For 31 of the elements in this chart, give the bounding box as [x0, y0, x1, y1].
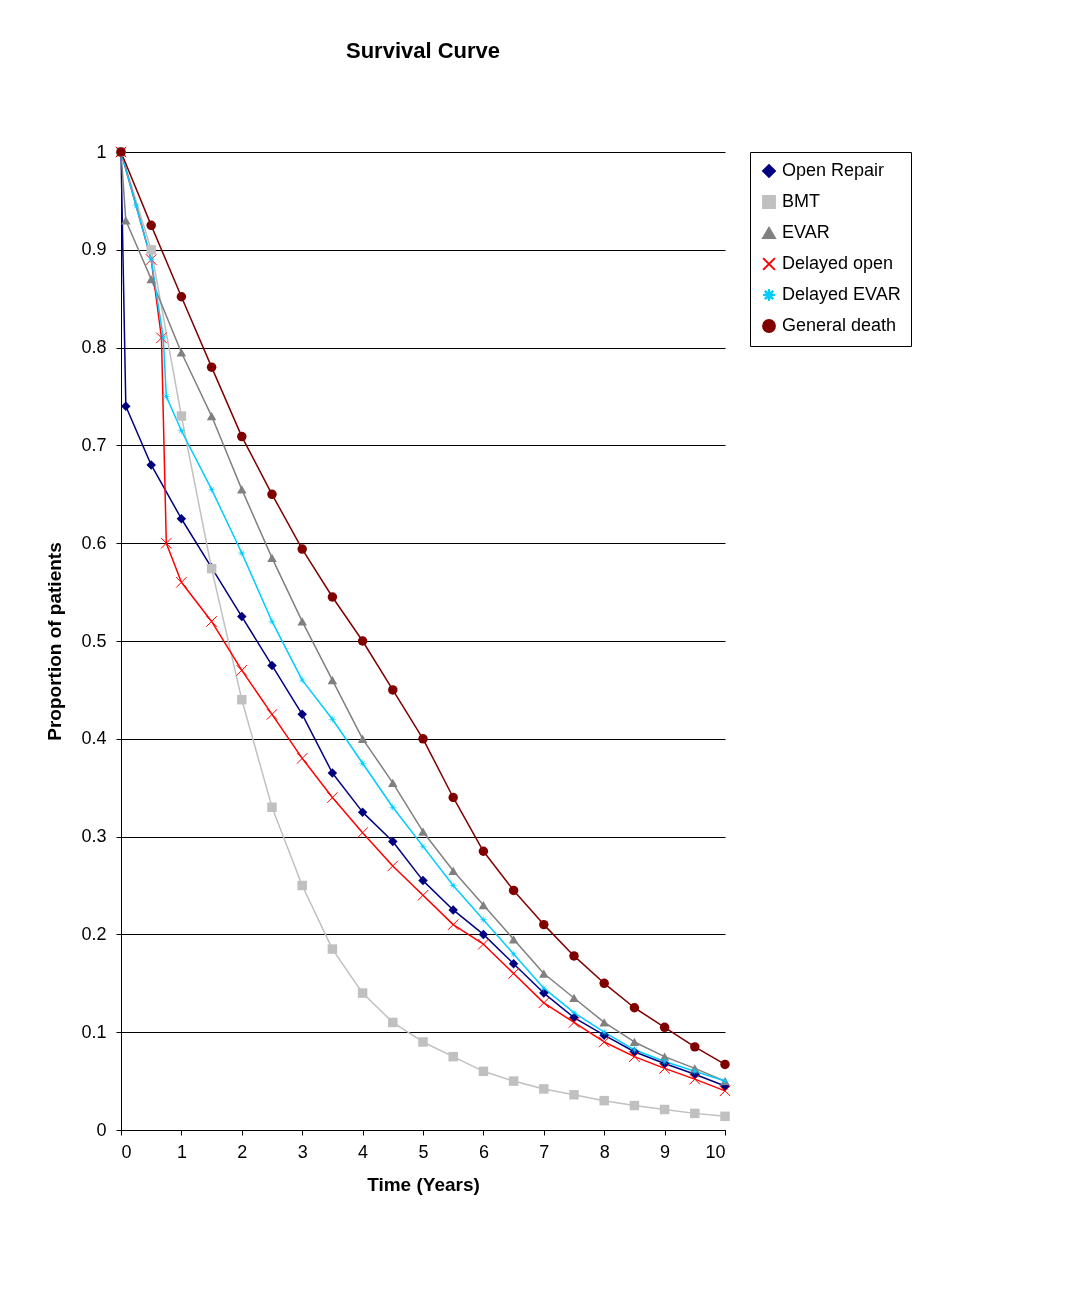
- chart-title: Survival Curve: [345, 38, 501, 63]
- y-tick-label: 1: [96, 141, 107, 162]
- legend-label: Open Repair: [782, 160, 885, 180]
- legend-label: Delayed EVAR: [782, 284, 901, 304]
- x-tick-label: 10: [705, 1141, 726, 1162]
- legend-label: BMT: [782, 191, 820, 211]
- x-tick-label: 7: [539, 1141, 550, 1162]
- y-tick-label: 0.3: [81, 826, 107, 847]
- x-tick-label: 2: [237, 1141, 248, 1162]
- y-tick-label: 0: [96, 1119, 107, 1140]
- y-tick-label: 0.1: [81, 1021, 107, 1042]
- legend-label: Delayed open: [782, 253, 894, 273]
- y-tick-label: 0.2: [81, 923, 107, 944]
- y-tick-label: 0.9: [81, 239, 107, 260]
- x-tick-label: 8: [599, 1141, 610, 1162]
- x-tick-label: 6: [478, 1141, 489, 1162]
- legend-label: General death: [782, 315, 897, 335]
- x-tick-label: 0: [121, 1141, 132, 1162]
- x-tick-label: 9: [660, 1141, 671, 1162]
- x-axis-title: Time (Years): [367, 1173, 480, 1195]
- legend-label: EVAR: [782, 222, 830, 242]
- x-tick-label: 4: [358, 1141, 369, 1162]
- y-tick-label: 0.5: [81, 630, 107, 651]
- y-axis-title: Proportion of patients: [44, 542, 66, 741]
- y-tick-label: 0.4: [81, 728, 107, 749]
- x-tick-label: 5: [418, 1141, 429, 1162]
- x-tick-label: 1: [176, 1141, 187, 1162]
- x-tick-label: 3: [297, 1141, 308, 1162]
- y-tick-label: 0.6: [81, 532, 107, 553]
- y-tick-label: 0.8: [81, 337, 107, 358]
- y-tick-label: 0.7: [81, 434, 107, 455]
